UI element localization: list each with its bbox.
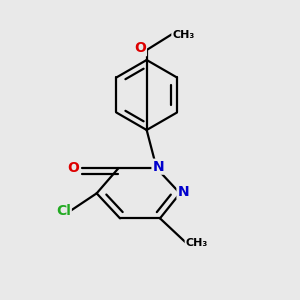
Text: N: N: [178, 185, 189, 199]
Text: O: O: [68, 161, 79, 175]
Text: CH₃: CH₃: [185, 238, 208, 248]
Text: Cl: Cl: [56, 204, 71, 218]
Text: CH₃: CH₃: [172, 30, 194, 40]
Text: N: N: [152, 160, 164, 174]
Text: O: O: [134, 41, 146, 55]
